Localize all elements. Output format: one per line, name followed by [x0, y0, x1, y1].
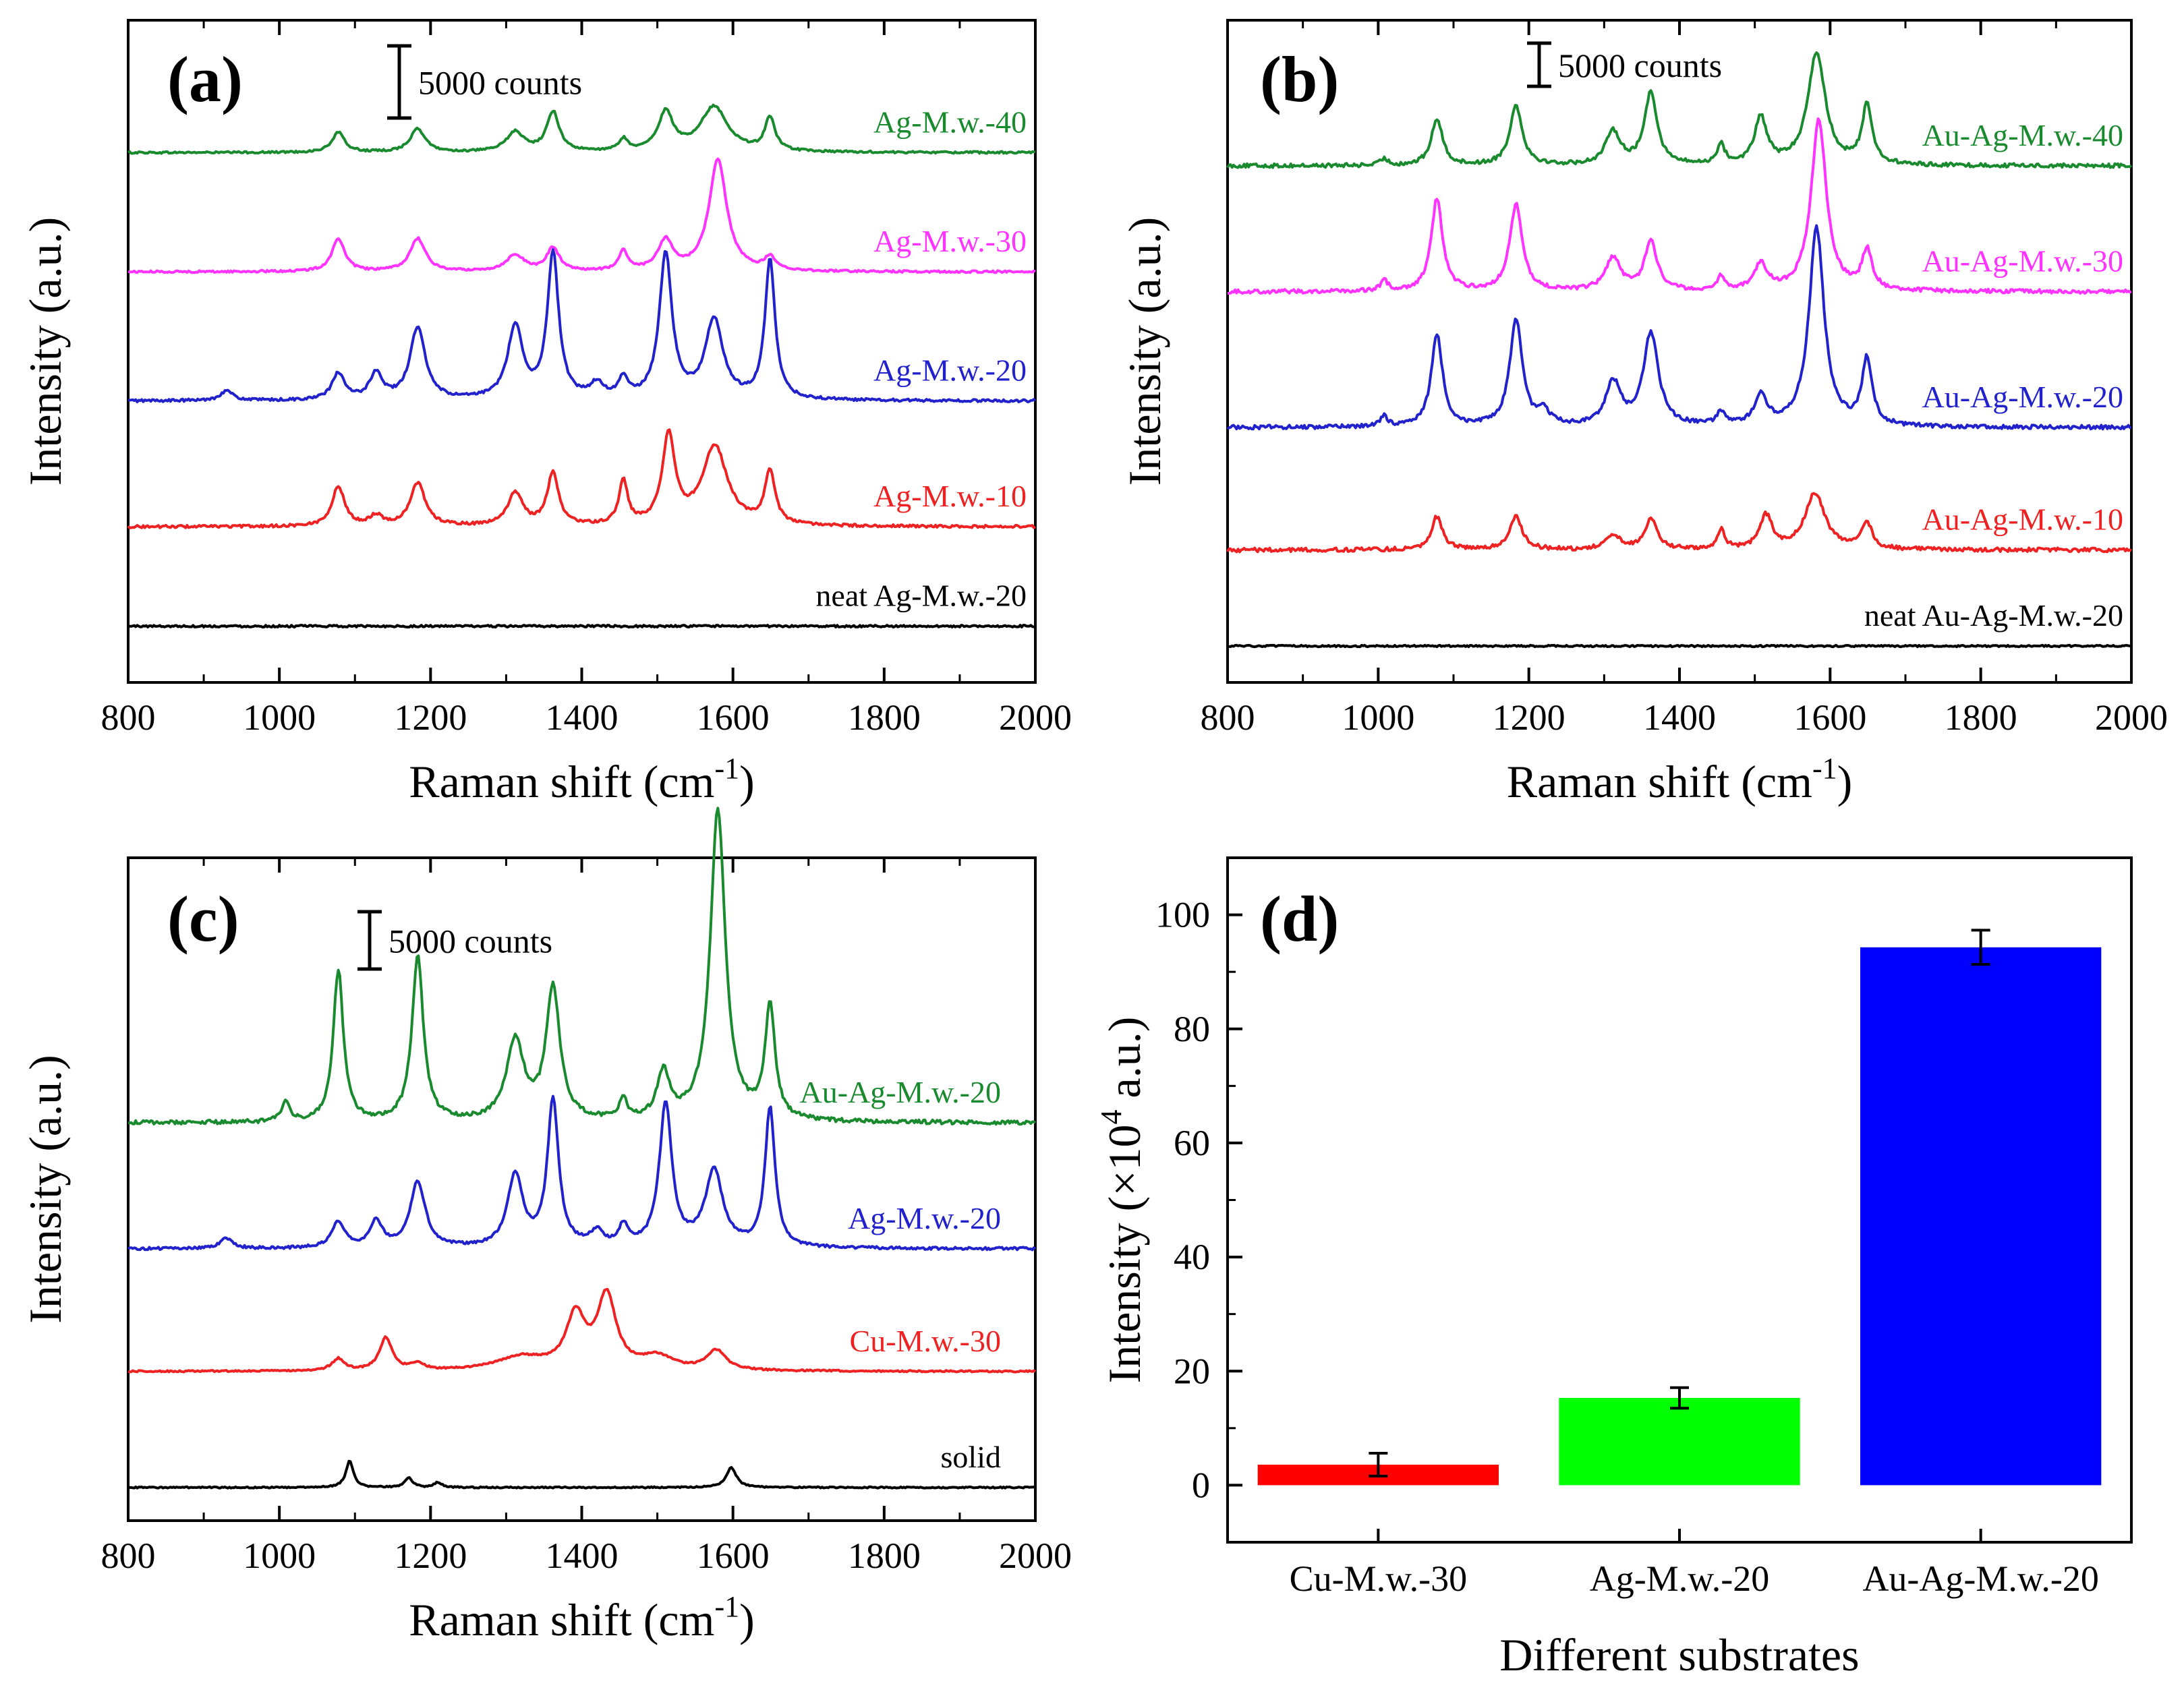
x-tick-label: 1600: [697, 1535, 770, 1576]
scale-bar: 5000 counts: [357, 910, 552, 971]
y-tick-label: 60: [1174, 1123, 1210, 1163]
x-tick-label: 1800: [1945, 697, 2017, 738]
spectrum-ag-m-w-20: [127, 1094, 1037, 1252]
trace-label: Au-Ag-M.w.-20: [1922, 380, 2123, 414]
x-tick-label: 1400: [546, 1535, 619, 1576]
spectrum-neat-au-ag-m-w-20: [1227, 643, 2132, 649]
x-tick-label: 1000: [243, 1535, 316, 1576]
scale-bar-label: 5000 counts: [418, 64, 582, 102]
x-tick-label: 1800: [848, 697, 921, 738]
y-tick-label: 40: [1174, 1237, 1210, 1277]
spectrum-ag-m-w-20: [127, 248, 1037, 404]
panel-letter: (d): [1260, 883, 1339, 955]
x-tick-label: 1200: [394, 697, 467, 738]
y-tick-label: 80: [1174, 1009, 1210, 1049]
panel-a: 800 1000 1200 1400 1600 1800 2000 Raman shift (…: [20, 19, 1072, 807]
trace-label: Cu-M.w.-30: [850, 1324, 1001, 1358]
error-bar-ag-m-w-20: [1670, 1386, 1689, 1410]
trace-label: Ag-M.w.-40: [873, 105, 1027, 139]
spectrum-au-ag-m-w-10: [1226, 492, 2133, 554]
bar-au-ag-m-w-20: [1860, 947, 2102, 1486]
x-tick-label: 1200: [394, 1535, 467, 1576]
trace-label: Au-Ag-M.w.-40: [1922, 118, 2123, 152]
spectrum-au-ag-m-w-40: [1226, 51, 2133, 169]
scale-bar-label: 5000 counts: [389, 923, 552, 960]
trace-label: Ag-M.w.-20: [848, 1201, 1001, 1235]
x-axis-label: Different substrates: [1499, 1629, 1859, 1680]
x-tick-label: 800: [101, 697, 156, 738]
x-tick-label: 1000: [243, 697, 316, 738]
x-category-label: Cu-M.w.-30: [1290, 1558, 1468, 1599]
x-tick-label: 1600: [1793, 697, 1866, 738]
x-tick-label: 2000: [999, 697, 1072, 738]
x-tick-label: 1200: [1493, 697, 1565, 738]
y-axis-label: Intensity (×104 a.u.): [1095, 1017, 1150, 1384]
x-category-label: Au-Ag-M.w.-20: [1862, 1558, 2098, 1599]
x-axis-label: Raman shift (cm-1): [409, 752, 755, 807]
y-axis-label: Intensity (a.u.): [20, 217, 71, 486]
panel-letter: (b): [1260, 43, 1339, 115]
scale-bar: 5000 counts: [387, 44, 582, 120]
spectrum-ag-m-w-10: [127, 428, 1037, 529]
spectrum-cu-m-w-30: [127, 1287, 1037, 1374]
x-tick-label: 800: [1201, 697, 1255, 738]
trace-label: Ag-M.w.-10: [873, 479, 1027, 513]
scale-bar: 5000 counts: [1527, 41, 1722, 88]
spectrum-ag-m-w-40: [127, 103, 1036, 155]
y-tick-label: 0: [1192, 1465, 1210, 1505]
scale-bar-label: 5000 counts: [1558, 47, 1722, 84]
spectrum-au-ag-m-w-20: [1226, 224, 2132, 431]
bar-ag-m-w-20: [1559, 1398, 1800, 1486]
x-tick-label: 1600: [697, 697, 770, 738]
trace-label: Au-Ag-M.w.-10: [1922, 502, 2123, 537]
x-axis-label: Raman shift (cm-1): [409, 1590, 755, 1645]
x-axis-label: Raman shift (cm-1): [1507, 752, 1853, 807]
spectrum-solid: [128, 1459, 1037, 1490]
trace-label: Au-Ag-M.w.-20: [799, 1075, 1001, 1109]
y-tick-label: 100: [1155, 895, 1210, 935]
spectrum-ag-m-w-30: [127, 157, 1036, 274]
x-tick-label: 800: [101, 1535, 156, 1576]
trace-label: neat Ag-M.w.-20: [815, 579, 1027, 613]
spectrum-au-ag-m-w-20: [127, 807, 1037, 1126]
x-tick-label: 2000: [999, 1535, 1072, 1576]
x-tick-label: 1000: [1342, 697, 1414, 738]
error-bar-cu-m-w-30: [1369, 1452, 1388, 1477]
trace-label: Au-Ag-M.w.-30: [1922, 244, 2123, 279]
trace-label: solid: [941, 1440, 1001, 1474]
trace-label: Ag-M.w.-20: [873, 353, 1027, 388]
y-tick-label: 20: [1174, 1351, 1210, 1391]
y-axis-label: Intensity (a.u.): [1119, 217, 1170, 486]
trace-label: Ag-M.w.-30: [873, 224, 1027, 258]
panel-d: 0 20 40 60 80 100 Cu-M.w.-30 Ag-M.w.-20 Au-Ag-M.…: [1095, 856, 2133, 1680]
panel-letter: (c): [167, 883, 239, 955]
panel-letter: (a): [167, 43, 243, 115]
x-tick-label: 1400: [546, 697, 619, 738]
x-tick-label: 2000: [2095, 697, 2168, 738]
y-axis-label: Intensity (a.u.): [20, 1055, 71, 1323]
x-tick-label: 1400: [1643, 697, 1716, 738]
x-tick-label: 1800: [848, 1535, 921, 1576]
x-category-label: Ag-M.w.-20: [1590, 1558, 1769, 1599]
plot-frame: [127, 856, 1037, 1522]
panel-b: 800 1000 1200 1400 1600 1800 2000 Raman shift (…: [1119, 19, 2168, 807]
spectrum-neat-ag-m-w-20: [127, 624, 1036, 628]
error-bar-au-ag-m-w-20: [1971, 929, 1990, 966]
trace-label: neat Au-Ag-M.w.-20: [1864, 598, 2123, 633]
panel-c: 800 1000 1200 1400 1600 1800 2000 Raman shift (…: [20, 807, 1072, 1645]
spectrum-au-ag-m-w-30: [1228, 117, 2132, 295]
